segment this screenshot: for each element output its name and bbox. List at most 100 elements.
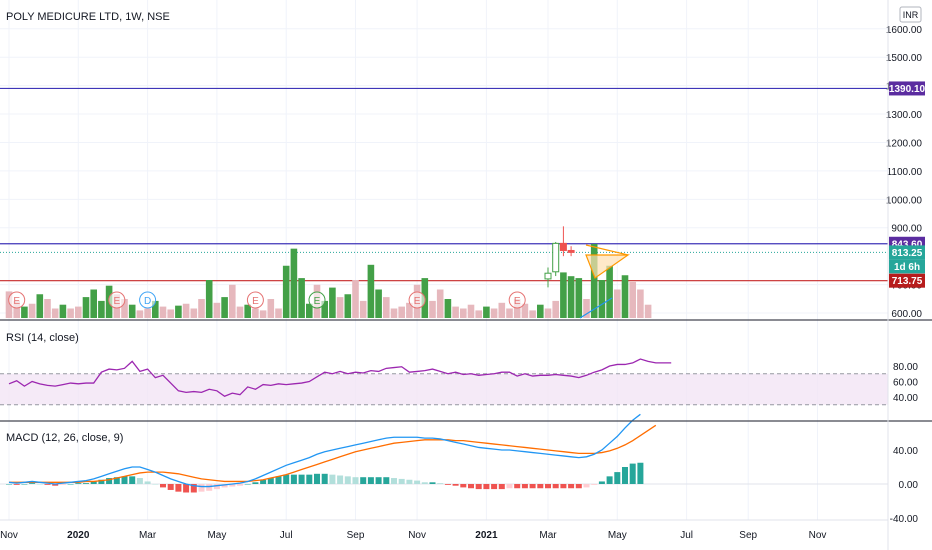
candle-body[interactable] xyxy=(567,249,575,253)
price-badge-bg xyxy=(889,81,925,96)
macd-histogram-bar xyxy=(21,484,28,485)
macd-histogram-bar xyxy=(275,476,282,484)
volume-bar xyxy=(28,303,36,318)
macd-histogram-bar xyxy=(298,474,305,484)
macd-histogram-bar xyxy=(598,481,605,484)
macd-histogram-bar xyxy=(591,484,598,485)
price-tick-label: 1200.00 xyxy=(886,138,923,149)
rsi-title: RSI (14, close) xyxy=(6,332,79,344)
price-badge: 713.75 xyxy=(889,273,925,288)
price-tick-label: 900.00 xyxy=(891,224,922,235)
event-marker-icon[interactable]: E xyxy=(508,291,526,309)
price-level-lines[interactable] xyxy=(0,87,888,282)
volume-bar xyxy=(90,289,97,318)
price-badge-bg xyxy=(889,259,925,274)
macd-histogram-bar xyxy=(229,484,236,487)
volume-bar xyxy=(152,300,159,318)
price-badge-label: 1d 6h xyxy=(894,262,920,273)
macd-histogram-bar xyxy=(113,477,120,484)
trend-line-drawing[interactable] xyxy=(579,297,613,319)
event-marker-icon[interactable]: E xyxy=(8,291,26,309)
macd-histogram-bar xyxy=(383,477,390,484)
rsi-line xyxy=(8,358,672,397)
rsi-panel xyxy=(0,358,888,406)
volume-bar xyxy=(252,308,259,318)
event-marker-icon[interactable]: E xyxy=(408,291,426,309)
price-badge-label: 713.75 xyxy=(892,276,923,287)
volume-bar xyxy=(67,308,74,318)
macd-histogram-bar xyxy=(290,474,297,484)
time-axis-label: Nov xyxy=(0,530,18,541)
macd-histogram-bar xyxy=(414,480,421,484)
price-tick-label: 1100.00 xyxy=(887,167,923,178)
volume-bar xyxy=(175,305,182,318)
macd-histogram-bar xyxy=(160,484,166,488)
volume-bar xyxy=(529,310,536,318)
volume-bar xyxy=(144,308,151,318)
macd-histogram-bar xyxy=(583,484,590,488)
event-marker-label: D xyxy=(144,296,151,307)
macd-histogram-bar xyxy=(375,477,382,484)
macd-histogram-bar xyxy=(13,484,20,485)
macd-histogram-bar xyxy=(221,484,228,488)
macd-line xyxy=(8,413,641,488)
macd-histogram-bar xyxy=(444,484,451,485)
macd-histogram-bar xyxy=(75,483,82,484)
macd-histogram-bar xyxy=(475,484,482,490)
macd-histogram-bar xyxy=(575,484,582,489)
volume-bar xyxy=(306,303,313,318)
triangle-pattern-drawing[interactable] xyxy=(585,244,630,279)
event-marker-icon[interactable]: E xyxy=(246,291,264,309)
event-marker-circle xyxy=(246,291,264,309)
event-marker-circle xyxy=(308,291,326,309)
event-marker-circle xyxy=(508,291,526,309)
macd-histogram-bar xyxy=(421,482,428,484)
price-candles[interactable] xyxy=(544,226,575,288)
volume-bar xyxy=(483,306,490,318)
volume-bar xyxy=(244,304,251,318)
volume-bar xyxy=(128,304,136,318)
macd-histogram-bar xyxy=(337,475,344,484)
macd-histogram-bar xyxy=(52,484,59,486)
macd-histogram-bar xyxy=(391,478,397,484)
event-marker-icon[interactable]: E xyxy=(108,291,126,309)
event-marker-label: E xyxy=(314,296,321,307)
event-marker-circle xyxy=(108,291,126,309)
time-axis-label: Nov xyxy=(809,530,827,541)
macd-signal-line xyxy=(9,424,657,483)
time-axis-label: Jul xyxy=(280,530,293,541)
volume-bar xyxy=(359,300,367,318)
macd-histogram-bar xyxy=(129,476,136,484)
macd-histogram-bar xyxy=(306,474,313,484)
event-marker-label: E xyxy=(13,296,20,307)
candle-body[interactable] xyxy=(552,242,560,273)
macd-histogram-bar xyxy=(437,483,444,484)
macd-histogram-bar xyxy=(283,474,290,484)
macd-histogram-bar xyxy=(360,477,367,484)
volume-bar xyxy=(275,308,282,318)
volume-bar xyxy=(436,289,444,318)
currency-button[interactable]: INR xyxy=(899,6,922,23)
volume-bar xyxy=(352,280,359,318)
macd-histogram-bar xyxy=(406,479,413,484)
volume-bar xyxy=(475,310,482,318)
event-marker-icon[interactable]: E xyxy=(308,291,326,309)
macd-histogram-bar xyxy=(67,484,74,485)
event-marker-circle xyxy=(139,291,157,309)
price-tick-label: 1000.00 xyxy=(886,195,923,206)
candle-body[interactable] xyxy=(544,272,552,280)
time-axis-label: 2020 xyxy=(67,530,90,541)
candle-body[interactable] xyxy=(559,242,567,251)
macd-histogram-bar xyxy=(59,484,66,485)
macd-histogram-bar xyxy=(190,484,197,493)
volume-bar xyxy=(182,303,190,318)
price-tick-label: 1600.00 xyxy=(886,25,923,36)
macd-histogram-bar xyxy=(460,484,467,488)
macd-histogram-bar xyxy=(213,484,220,490)
event-marker-icon[interactable]: D xyxy=(139,291,157,309)
volume-bar xyxy=(51,308,59,318)
macd-histogram-bar xyxy=(167,484,174,490)
volume-bar xyxy=(290,248,298,318)
